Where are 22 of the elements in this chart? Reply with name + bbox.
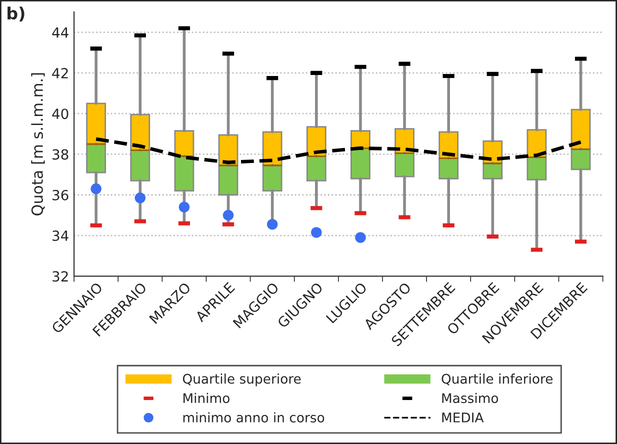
y-axis-title: Quota [m s.l.m.m.] xyxy=(31,73,45,216)
point xyxy=(266,218,278,230)
y-tick-label: 34 xyxy=(52,230,68,241)
legend-label: MEDIA xyxy=(442,412,484,422)
point xyxy=(222,210,234,221)
legend-label: Quartile inferiore xyxy=(442,374,553,386)
y-tick-label: 42 xyxy=(52,68,68,78)
y-tick-label: 38 xyxy=(52,149,68,160)
y-tick-label: 36 xyxy=(52,190,68,200)
y-tick-label: 44 xyxy=(52,27,68,38)
text: b) xyxy=(8,6,24,22)
legend-label: Minimo xyxy=(183,392,230,404)
legend-label: minimo anno in corso xyxy=(183,412,324,422)
y-tick-label: 32 xyxy=(52,271,68,282)
point xyxy=(178,202,190,212)
legend-label: Massimo xyxy=(442,392,498,404)
point xyxy=(90,183,102,194)
point xyxy=(311,227,322,238)
y-tick-label: 40 xyxy=(52,108,68,120)
point xyxy=(134,192,146,204)
legend-label: Quartile superiore xyxy=(182,374,301,386)
point xyxy=(355,232,366,243)
